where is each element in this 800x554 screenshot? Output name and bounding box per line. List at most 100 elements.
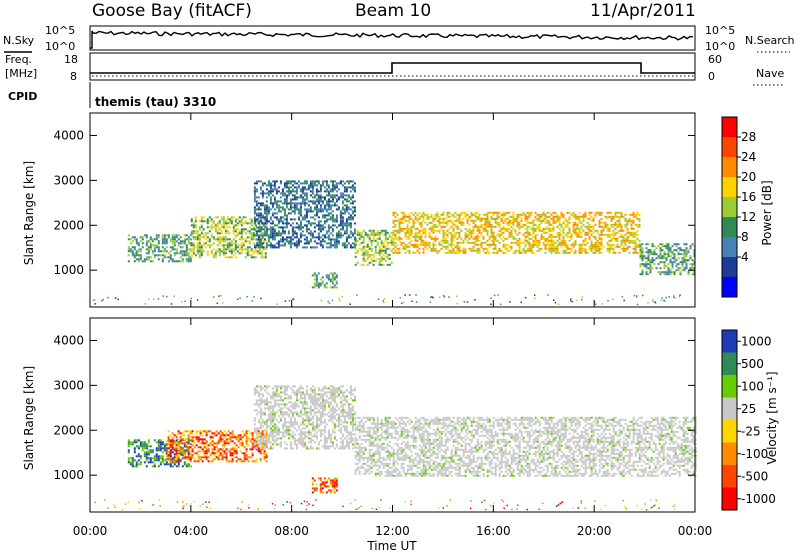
echo-cell bbox=[190, 297, 192, 300]
echo-cell bbox=[208, 226, 211, 229]
echo-cell bbox=[244, 248, 247, 251]
echo-cell bbox=[175, 458, 178, 461]
echo-cell bbox=[468, 227, 471, 230]
echo-cell bbox=[305, 393, 308, 396]
echo-cell bbox=[187, 456, 190, 459]
echo-cell bbox=[285, 403, 288, 406]
echo-cell bbox=[153, 455, 156, 458]
echo-cell bbox=[251, 300, 253, 302]
echo-cell bbox=[301, 190, 304, 193]
echo-cell bbox=[331, 278, 334, 281]
echo-cell bbox=[520, 251, 523, 254]
echo-cell bbox=[392, 233, 395, 236]
echo-cell bbox=[157, 246, 160, 249]
echo-cell bbox=[236, 244, 239, 247]
echo-cell bbox=[264, 254, 267, 257]
echo-cell bbox=[614, 237, 617, 240]
echo-cell bbox=[600, 251, 603, 254]
echo-cell bbox=[349, 208, 352, 211]
echo-cell bbox=[331, 188, 334, 191]
echo-cell bbox=[259, 228, 262, 231]
echo-cell bbox=[287, 230, 290, 233]
echo-cell bbox=[406, 227, 409, 230]
echo-cell bbox=[285, 184, 288, 187]
echo-cell bbox=[311, 188, 314, 191]
echo-cell bbox=[341, 194, 344, 197]
echo-cell bbox=[570, 298, 572, 300]
echo-cell bbox=[550, 239, 553, 242]
echo-cell bbox=[416, 227, 419, 230]
echo-cell bbox=[175, 456, 178, 459]
echo-cell bbox=[163, 242, 166, 245]
echo-cell bbox=[194, 216, 197, 219]
echo-cell bbox=[177, 242, 180, 245]
echo-cell bbox=[222, 252, 225, 255]
echo-cell bbox=[333, 238, 336, 241]
echo-cell bbox=[213, 296, 215, 298]
echo-cell bbox=[309, 441, 312, 444]
echo-cell bbox=[432, 223, 435, 226]
echo-cell bbox=[574, 231, 577, 234]
echo-cell bbox=[199, 458, 202, 461]
echo-cell bbox=[333, 218, 336, 221]
echo-cell bbox=[259, 452, 262, 455]
echo-cell bbox=[508, 211, 511, 214]
echo-cell bbox=[490, 243, 493, 246]
echo-cell bbox=[147, 258, 150, 261]
echo-cell bbox=[608, 233, 611, 236]
echo-cell bbox=[327, 391, 330, 394]
echo-cell bbox=[530, 249, 533, 252]
echo-cell bbox=[406, 249, 409, 252]
echo-cell bbox=[223, 444, 226, 447]
echo-cell bbox=[309, 389, 312, 392]
echo-cell bbox=[376, 231, 379, 234]
echo-cell bbox=[636, 295, 638, 297]
echo-cell bbox=[345, 206, 348, 209]
echo-cell bbox=[347, 218, 350, 221]
echo-cell bbox=[351, 194, 354, 197]
echo-cell bbox=[231, 454, 234, 457]
echo-cell bbox=[233, 452, 236, 455]
echo-cell bbox=[506, 243, 509, 246]
echo-cell bbox=[127, 234, 130, 237]
echo-cell bbox=[269, 192, 272, 195]
echo-cell bbox=[390, 243, 393, 246]
echo-cell bbox=[376, 251, 379, 254]
echo-cell bbox=[257, 234, 260, 237]
echo-cell bbox=[137, 453, 140, 456]
echo-cell bbox=[157, 240, 160, 243]
echo-cell bbox=[651, 267, 654, 270]
echo-cell bbox=[155, 246, 158, 249]
echo-cell bbox=[400, 302, 403, 305]
echo-cell bbox=[175, 248, 178, 251]
echo-cell bbox=[220, 294, 222, 297]
echo-cell bbox=[239, 458, 242, 461]
echo-cell bbox=[392, 219, 395, 222]
echo-cell bbox=[256, 252, 259, 255]
echo-cell bbox=[192, 252, 195, 255]
echo-cell bbox=[353, 206, 356, 209]
echo-cell bbox=[215, 456, 218, 459]
echo-cell bbox=[319, 200, 322, 203]
echo-cell bbox=[430, 235, 433, 238]
echo-cell bbox=[192, 246, 195, 249]
echo-cell bbox=[183, 234, 186, 237]
echo-cell bbox=[347, 234, 350, 237]
echo-cell bbox=[544, 239, 547, 242]
echo-cell bbox=[283, 200, 286, 203]
echo-cell bbox=[602, 221, 605, 224]
echo-cell bbox=[200, 254, 203, 257]
echo-cell bbox=[285, 443, 288, 446]
echo-cell bbox=[315, 282, 318, 285]
echo-cell bbox=[277, 395, 280, 398]
echo-cell bbox=[241, 430, 244, 433]
echo-cell bbox=[267, 415, 270, 418]
echo-cell bbox=[636, 229, 639, 232]
echo-cell bbox=[190, 242, 193, 245]
echo-cell bbox=[460, 241, 463, 244]
echo-cell bbox=[353, 200, 356, 203]
echo-cell bbox=[256, 220, 259, 223]
echo-cell bbox=[580, 235, 583, 238]
echo-cell bbox=[313, 389, 316, 392]
echo-cell bbox=[325, 395, 328, 398]
